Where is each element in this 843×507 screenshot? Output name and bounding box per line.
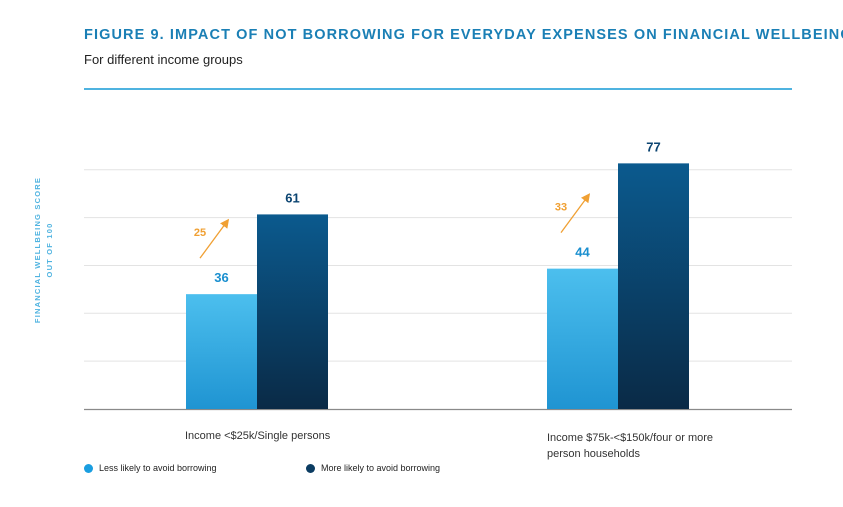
bar-less-income-low <box>186 294 257 409</box>
x-tick-label-income-low: Income <$25k/Single persons <box>185 430 331 442</box>
legend-item-more: More likely to avoid borrowing <box>306 463 440 473</box>
legend-item-less: Less likely to avoid borrowing <box>84 463 217 473</box>
value-label-more-income-high: 77 <box>646 139 660 154</box>
difference-label-income-low: 25 <box>194 227 206 239</box>
bar-more-income-low <box>257 214 328 409</box>
bars <box>186 163 689 409</box>
x-tick-label-income-high: Income $75k-<$150k/four or more person h… <box>547 432 714 460</box>
chart-title: FIGURE 9. IMPACT OF NOT BORROWING FOR EV… <box>84 27 843 43</box>
value-labels: 36 61 44 77 <box>214 139 660 285</box>
difference-arrow-income-high <box>560 193 591 234</box>
value-label-less-income-high: 44 <box>575 245 590 260</box>
difference-label-income-high: 33 <box>555 202 567 214</box>
value-label-more-income-low: 61 <box>285 190 299 205</box>
difference-annotations: 25 33 <box>194 193 591 259</box>
legend-swatch-more <box>306 463 315 473</box>
bar-more-income-high <box>618 163 689 409</box>
legend-swatch-less <box>84 463 93 473</box>
difference-arrow-income-low <box>199 218 230 259</box>
legend-label-more: More likely to avoid borrowing <box>321 463 441 473</box>
title-divider <box>84 88 792 90</box>
bar-less-income-high <box>547 268 618 409</box>
legend-label-less: Less likely to avoid borrowing <box>99 463 217 473</box>
value-label-less-income-low: 36 <box>214 270 228 285</box>
chart-subtitle: For different income groups <box>84 52 243 67</box>
